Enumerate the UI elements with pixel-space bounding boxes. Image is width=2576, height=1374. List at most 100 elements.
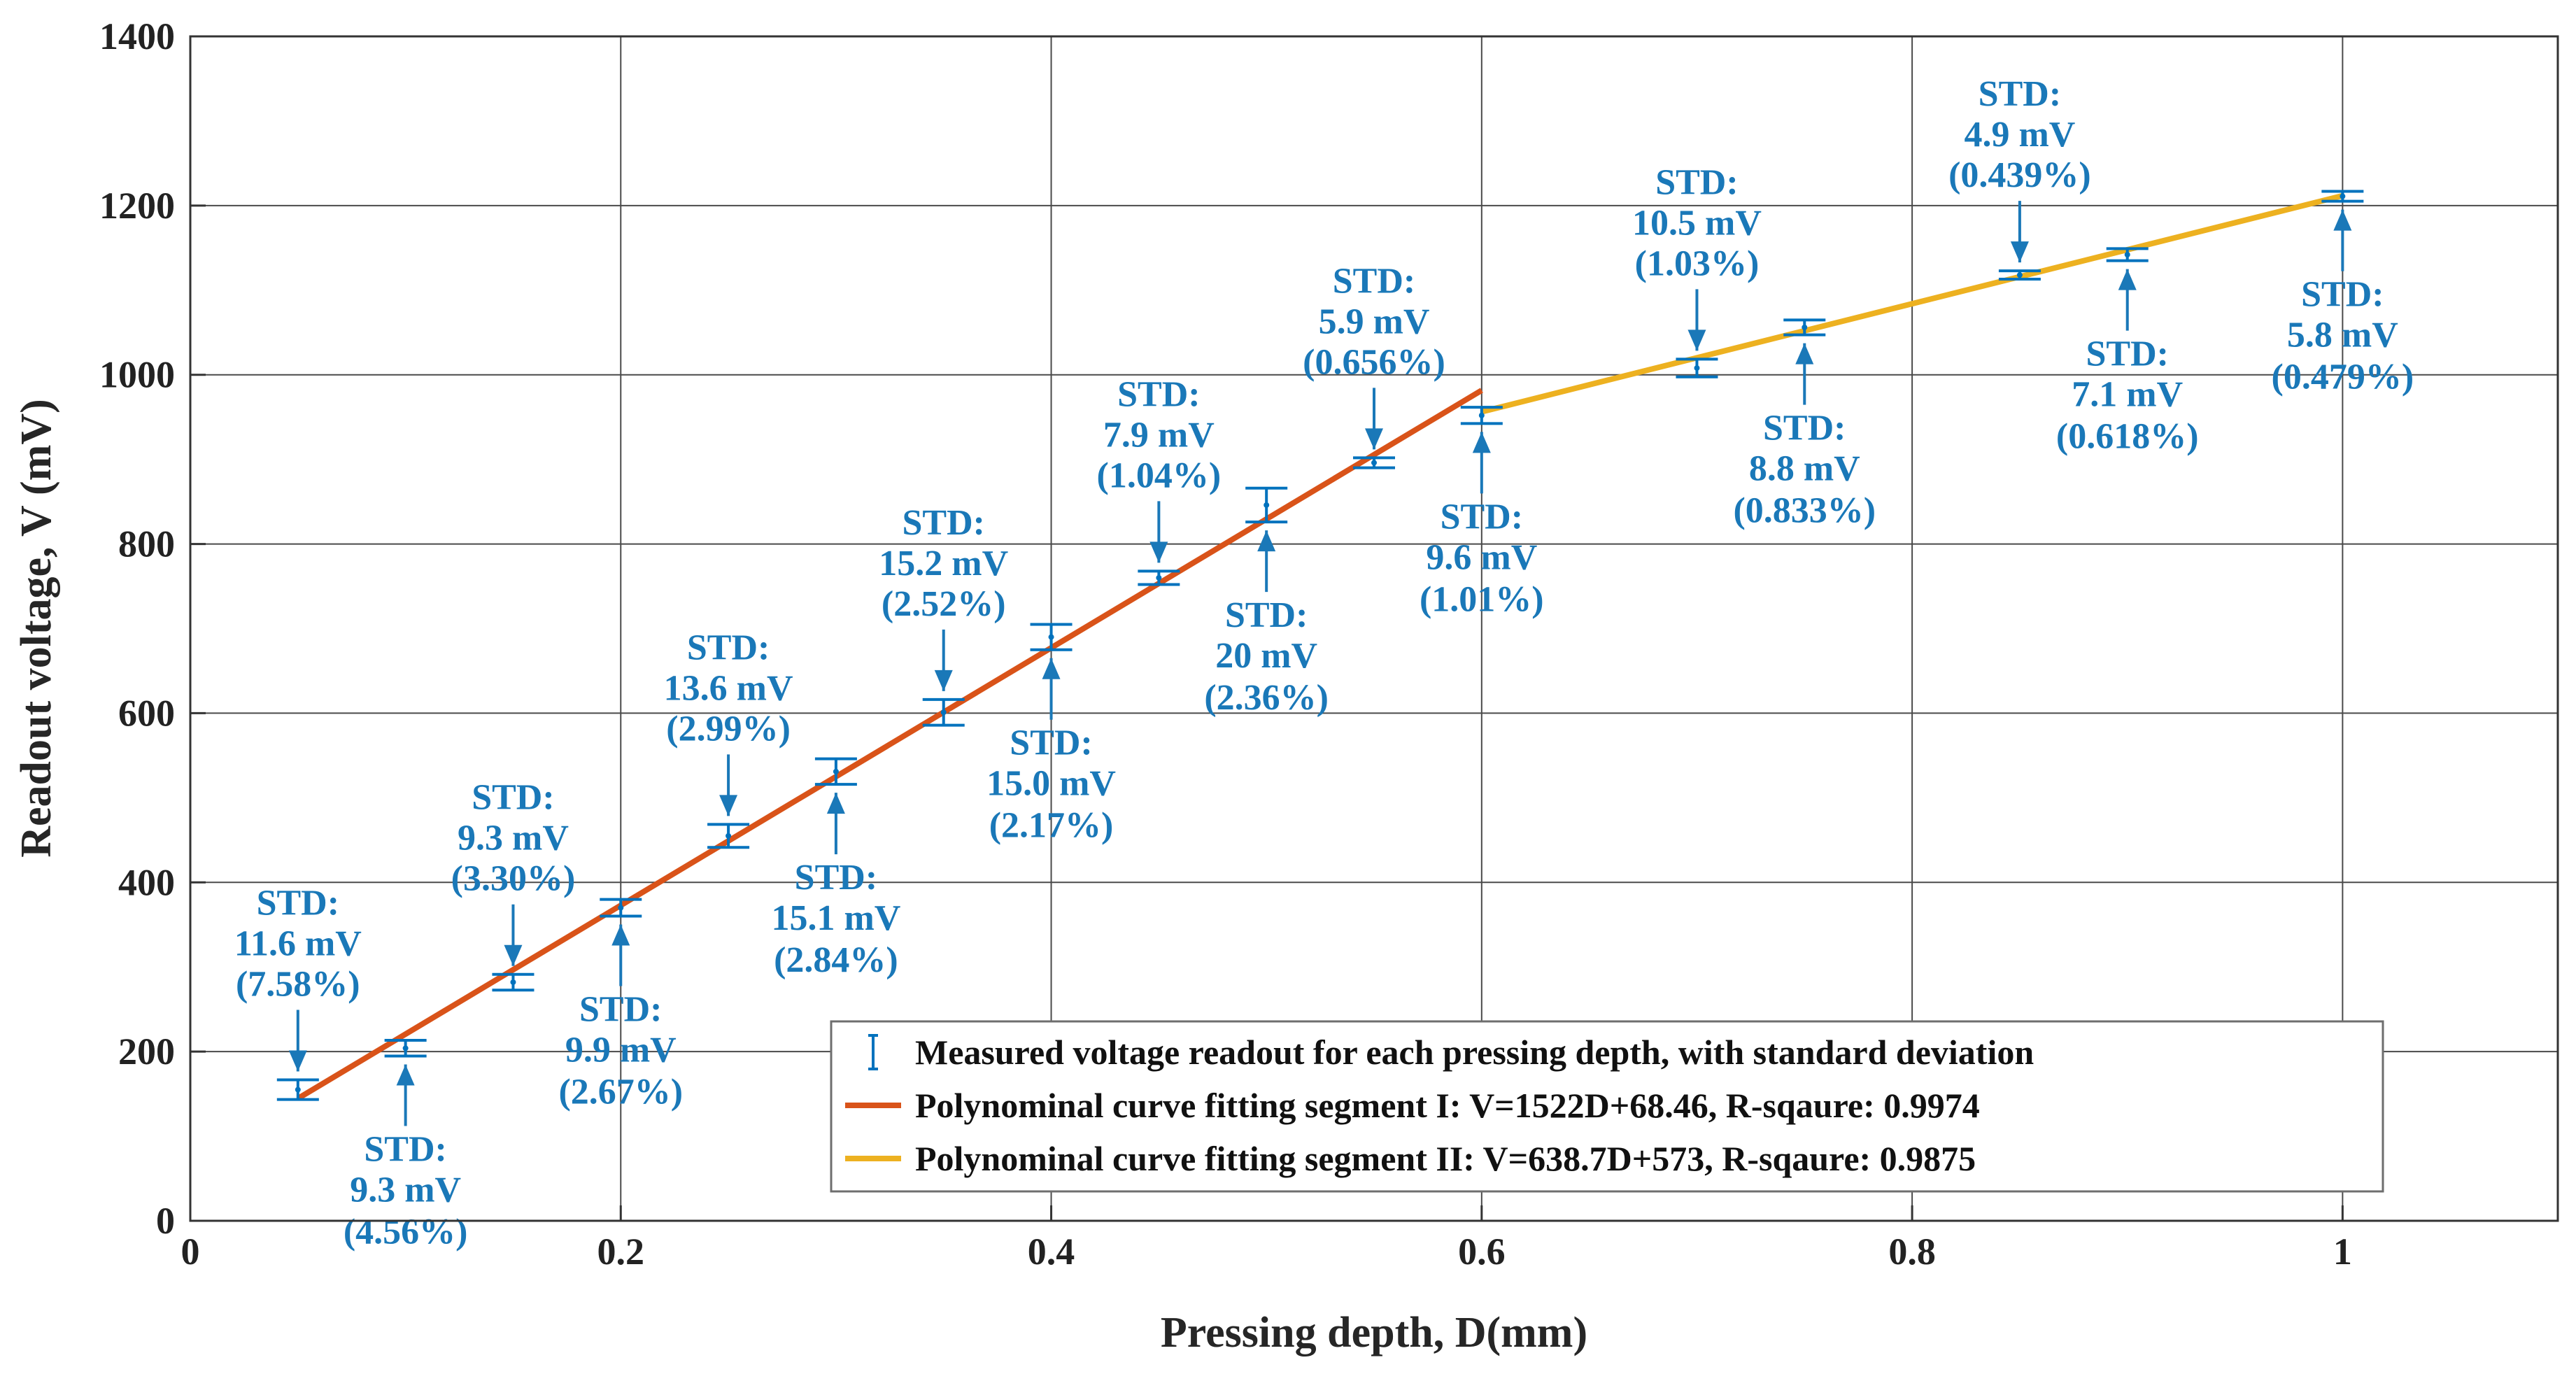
std-percent: (2.99%) — [666, 709, 791, 749]
std-percent: (4.56%) — [344, 1212, 468, 1252]
std-value: 10.5 mV — [1632, 203, 1762, 243]
x-tick-label: 0.8 — [1888, 1231, 1936, 1273]
std-arrow-head — [934, 670, 953, 691]
std-percent: (2.52%) — [882, 584, 1006, 624]
std-value: 20 mV — [1215, 636, 1317, 676]
legend: Measured voltage readout for each pressi… — [830, 1020, 2384, 1193]
data-point — [402, 1045, 409, 1051]
std-value: 9.3 mV — [350, 1170, 461, 1210]
fit-line-segment1 — [296, 388, 1483, 1101]
data-point — [618, 905, 624, 911]
std-label: STD: — [687, 628, 770, 667]
std-percent: (0.833%) — [1733, 491, 1876, 531]
std-label: STD: — [1979, 74, 2061, 114]
data-point — [1478, 412, 1485, 418]
data-point — [2124, 251, 2130, 257]
fit-line-segment2 — [1480, 192, 2344, 415]
std-label: STD: — [1655, 162, 1738, 202]
std-label: STD: — [1225, 595, 1308, 635]
std-percent: (1.03%) — [1635, 243, 1760, 283]
std-label: STD: — [2301, 275, 2384, 315]
std-label: STD: — [472, 778, 554, 818]
data-point — [726, 833, 732, 839]
y-tick-label: 200 — [118, 1030, 175, 1072]
std-label: STD: — [1333, 261, 1415, 301]
std-value: 9.3 mV — [458, 819, 569, 858]
std-percent: (0.439%) — [1948, 155, 2091, 195]
y-tick-label: 0 — [156, 1200, 175, 1242]
std-percent: (7.58%) — [236, 965, 360, 1005]
legend-label-segment1: Polynominal curve fitting segment I: V=1… — [915, 1086, 1980, 1125]
std-arrow-head — [288, 1050, 307, 1072]
std-percent: (2.17%) — [989, 806, 1114, 846]
data-point — [940, 709, 947, 716]
std-label: STD: — [902, 503, 984, 543]
std-value: 9.9 mV — [565, 1030, 677, 1070]
std-arrow-head — [1687, 330, 1706, 351]
y-tick-label: 400 — [118, 861, 175, 903]
data-point — [833, 768, 839, 774]
data-point — [1048, 634, 1054, 640]
std-value: 15.1 mV — [771, 898, 900, 938]
std-arrow-head — [1257, 530, 1276, 552]
std-label: STD: — [1441, 497, 1523, 537]
x-tick-label: 0.4 — [1028, 1231, 1075, 1273]
std-arrow-head — [1472, 432, 1491, 453]
x-tick-label: 1 — [2333, 1231, 2352, 1273]
data-point — [2340, 193, 2346, 199]
data-point — [1264, 502, 1270, 508]
std-arrow-head — [2118, 269, 2137, 290]
data-point — [2016, 272, 2023, 278]
legend-box — [830, 1020, 2384, 1193]
std-label: STD: — [795, 858, 877, 898]
std-percent: (0.618%) — [2056, 417, 2199, 457]
std-value: 7.1 mV — [2072, 375, 2183, 415]
std-value: 11.6 mV — [234, 924, 362, 964]
x-tick-label: 0 — [181, 1231, 200, 1273]
std-arrow-head — [611, 924, 630, 946]
plot-frame — [189, 35, 2559, 1222]
std-arrow-head — [2010, 241, 2029, 263]
x-tick-label: 0.6 — [1458, 1231, 1506, 1273]
y-tick-label: 800 — [118, 523, 175, 565]
axis-ticks: 0 200 400 600 800 1000 1200 1400 0 0.2 0.4 0.6 0.8 1 — [99, 15, 2352, 1273]
data-point — [1156, 574, 1162, 581]
std-value: 15.0 mV — [986, 764, 1116, 804]
y-axis-label: Readout voltage, V (mV) — [13, 399, 60, 858]
std-arrow-head — [1795, 343, 1814, 364]
std-arrow-head — [719, 795, 738, 816]
std-label: STD: — [364, 1130, 446, 1170]
std-label: STD: — [2086, 334, 2168, 374]
x-axis-label: Pressing depth, D(mm) — [1161, 1309, 1587, 1357]
std-value: 4.9 mV — [1964, 115, 2075, 155]
std-percent: (2.84%) — [774, 940, 898, 980]
std-value: 7.9 mV — [1103, 415, 1215, 455]
error-bars — [276, 190, 2364, 1101]
std-label: STD: — [579, 990, 662, 1030]
y-tick-label: 1200 — [99, 185, 175, 227]
fit-lines — [296, 192, 2344, 1101]
legend-label-measured: Measured voltage readout for each pressi… — [915, 1033, 2034, 1072]
std-value: 5.8 mV — [2287, 316, 2398, 355]
std-label: STD: — [1010, 723, 1092, 763]
std-percent: (2.36%) — [1204, 678, 1329, 718]
std-arrow-head — [2333, 209, 2352, 231]
data-point — [510, 979, 516, 985]
std-arrow-head — [504, 944, 523, 966]
std-percent: (1.04%) — [1097, 455, 1222, 495]
std-percent: (0.479%) — [2272, 357, 2414, 397]
y-tick-label: 1000 — [99, 354, 175, 396]
std-label: STD: — [1763, 409, 1846, 448]
std-label: STD: — [1117, 374, 1200, 414]
data-point — [295, 1086, 301, 1093]
std-arrow-head — [826, 793, 845, 814]
std-percent: (2.67%) — [558, 1072, 683, 1112]
y-tick-label: 600 — [118, 692, 175, 734]
x-tick-label: 0.2 — [597, 1231, 645, 1273]
data-point — [1802, 324, 1808, 330]
std-value: 13.6 mV — [664, 668, 793, 708]
legend-label-segment2: Polynominal curve fitting segment II: V=… — [915, 1139, 1976, 1178]
std-percent: (0.656%) — [1303, 342, 1445, 382]
data-point — [1694, 365, 1700, 371]
